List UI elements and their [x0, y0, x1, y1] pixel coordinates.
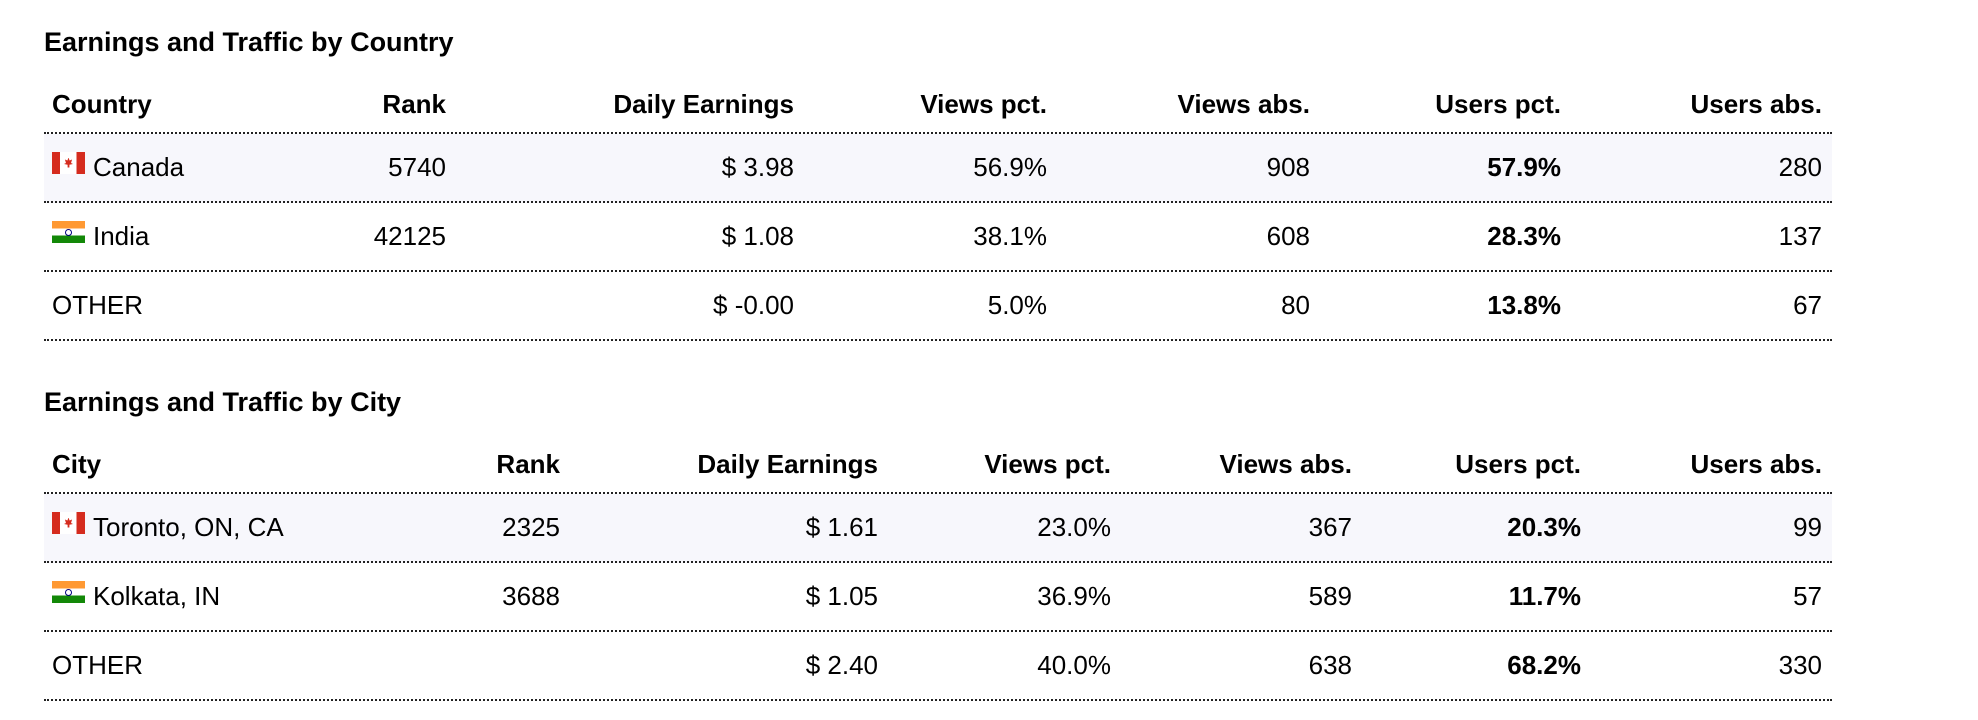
header-users-pct[interactable]: Users pct. — [1435, 88, 1561, 119]
users-abs-cell: 330 — [1778, 650, 1822, 680]
daily-earnings-cell: $ 3.98 — [721, 152, 794, 182]
table-row: OTHER $ -0.00 5.0% 80 13.8% 67 — [44, 272, 1832, 341]
views-abs-cell: 80 — [1281, 290, 1310, 320]
country-cell: India — [44, 220, 304, 252]
country-name: OTHER — [52, 290, 143, 320]
rank-cell: 3688 — [502, 581, 560, 611]
users-pct-cell: 20.3% — [1507, 512, 1581, 542]
header-users-pct[interactable]: Users pct. — [1455, 448, 1581, 479]
users-abs-cell: 280 — [1778, 152, 1822, 182]
header-users-abs[interactable]: Users abs. — [1690, 88, 1822, 119]
header-views-pct[interactable]: Views pct. — [984, 448, 1111, 479]
table-row: India 42125 $ 1.08 38.1% 608 28.3% 137 — [44, 203, 1832, 272]
country-earnings-section: Earnings and Traffic by Country Country … — [44, 22, 1832, 341]
views-pct-cell: 5.0% — [987, 290, 1047, 320]
header-rank[interactable]: Rank — [382, 88, 446, 119]
rank-cell: 42125 — [373, 221, 446, 251]
views-pct-cell: 23.0% — [1037, 512, 1111, 542]
users-pct-cell: 11.7% — [1508, 581, 1581, 611]
canada-flag-icon — [52, 511, 85, 534]
table-row: Kolkata, IN 3688 $ 1.05 36.9% 589 11.7% … — [44, 563, 1832, 632]
city-cell: OTHER — [44, 650, 344, 681]
daily-earnings-cell: $ 1.61 — [805, 512, 878, 542]
country-section-title: Earnings and Traffic by Country — [44, 27, 454, 57]
users-pct-cell: 68.2% — [1507, 650, 1581, 680]
city-section-title: Earnings and Traffic by City — [44, 387, 402, 417]
daily-earnings-cell: $ 2.40 — [805, 650, 878, 680]
rank-cell: 2325 — [502, 512, 560, 542]
city-name: Toronto, ON, CA — [93, 512, 284, 542]
country-name: India — [93, 221, 150, 251]
daily-earnings-cell: $ 1.05 — [805, 581, 878, 611]
views-pct-cell: 36.9% — [1037, 581, 1111, 611]
header-daily-earnings[interactable]: Daily Earnings — [697, 448, 878, 479]
header-country[interactable]: Country — [52, 88, 152, 119]
table-row: Canada 5740 $ 3.98 56.9% 908 57.9% 280 — [44, 134, 1832, 203]
header-users-abs[interactable]: Users abs. — [1690, 448, 1822, 479]
city-table-header: City Rank Daily Earnings Views pct. View… — [44, 436, 1832, 494]
city-cell: Toronto, ON, CA — [44, 511, 344, 543]
views-pct-cell: 56.9% — [973, 152, 1047, 182]
table-row: Toronto, ON, CA 2325 $ 1.61 23.0% 367 20… — [44, 494, 1832, 563]
users-abs-cell: 99 — [1793, 512, 1822, 542]
views-abs-cell: 908 — [1266, 152, 1310, 182]
india-flag-icon — [52, 220, 85, 243]
views-abs-cell: 608 — [1266, 221, 1310, 251]
header-views-abs[interactable]: Views abs. — [1177, 88, 1311, 119]
country-table-header: Country Rank Daily Earnings Views pct. V… — [44, 76, 1832, 134]
city-cell: Kolkata, IN — [44, 580, 344, 612]
header-views-pct[interactable]: Views pct. — [920, 88, 1047, 119]
table-row: OTHER $ 2.40 40.0% 638 68.2% 330 — [44, 632, 1832, 701]
canada-flag-icon — [52, 151, 85, 174]
country-cell: Canada — [44, 151, 304, 183]
users-abs-cell: 137 — [1778, 221, 1822, 251]
daily-earnings-cell: $ 1.08 — [721, 221, 794, 251]
city-name: Kolkata, IN — [93, 581, 221, 611]
header-rank[interactable]: Rank — [496, 448, 560, 479]
city-table: City Rank Daily Earnings Views pct. View… — [44, 436, 1832, 701]
header-city[interactable]: City — [52, 448, 102, 479]
views-abs-cell: 589 — [1308, 581, 1352, 611]
users-abs-cell: 67 — [1793, 290, 1822, 320]
city-earnings-section: Earnings and Traffic by City City Rank D… — [44, 382, 1832, 701]
country-table: Country Rank Daily Earnings Views pct. V… — [44, 76, 1832, 341]
rank-cell: 5740 — [388, 152, 446, 182]
city-name: OTHER — [52, 650, 143, 680]
users-abs-cell: 57 — [1793, 581, 1822, 611]
views-pct-cell: 38.1% — [973, 221, 1047, 251]
users-pct-cell: 28.3% — [1487, 221, 1561, 251]
india-flag-icon — [52, 580, 85, 603]
users-pct-cell: 13.8% — [1487, 290, 1561, 320]
views-abs-cell: 367 — [1308, 512, 1352, 542]
country-name: Canada — [93, 152, 185, 182]
country-cell: OTHER — [44, 290, 304, 321]
users-pct-cell: 57.9% — [1487, 152, 1561, 182]
views-abs-cell: 638 — [1308, 650, 1352, 680]
header-daily-earnings[interactable]: Daily Earnings — [613, 88, 794, 119]
daily-earnings-cell: $ -0.00 — [713, 290, 794, 320]
header-views-abs[interactable]: Views abs. — [1219, 448, 1353, 479]
views-pct-cell: 40.0% — [1037, 650, 1111, 680]
